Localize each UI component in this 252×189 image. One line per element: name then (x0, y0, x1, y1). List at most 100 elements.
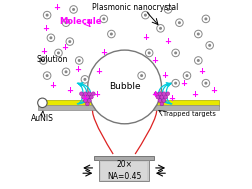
Circle shape (47, 34, 54, 42)
Circle shape (83, 92, 87, 96)
Circle shape (91, 92, 95, 96)
Circle shape (157, 92, 161, 96)
Circle shape (85, 95, 89, 99)
Circle shape (87, 92, 91, 96)
Circle shape (204, 82, 207, 85)
Circle shape (196, 33, 199, 36)
Circle shape (39, 57, 47, 64)
Text: Plasmonic nanocrystal: Plasmonic nanocrystal (91, 3, 177, 12)
Circle shape (173, 51, 176, 54)
Circle shape (153, 92, 157, 96)
Circle shape (207, 44, 210, 47)
Bar (101, 162, 147, 180)
Circle shape (143, 14, 146, 17)
Text: +: + (141, 33, 148, 42)
Circle shape (66, 38, 73, 45)
FancyBboxPatch shape (99, 160, 149, 181)
Circle shape (83, 99, 87, 102)
Circle shape (166, 8, 169, 11)
Text: +: + (198, 67, 205, 76)
Bar (94, 156, 153, 160)
Text: +: + (74, 65, 81, 74)
Circle shape (43, 11, 51, 19)
Circle shape (85, 102, 89, 106)
Text: +: + (94, 67, 101, 76)
Text: +: + (85, 18, 92, 27)
Text: +: + (179, 79, 186, 88)
Text: +: + (81, 94, 88, 103)
Text: Trapped targets: Trapped targets (163, 111, 215, 117)
Circle shape (64, 70, 67, 73)
Circle shape (45, 74, 48, 77)
Circle shape (163, 95, 167, 99)
Circle shape (161, 92, 165, 96)
Text: +: + (209, 86, 216, 95)
Bar (38, 100, 218, 106)
Circle shape (75, 57, 83, 64)
Circle shape (194, 57, 201, 64)
Circle shape (147, 51, 150, 54)
Circle shape (57, 51, 60, 54)
Circle shape (156, 25, 164, 32)
Circle shape (81, 95, 85, 99)
Text: Molecule: Molecule (59, 17, 101, 26)
Circle shape (100, 15, 107, 23)
Circle shape (185, 74, 188, 77)
Circle shape (173, 82, 176, 85)
Text: +: + (40, 46, 47, 56)
Circle shape (89, 95, 93, 99)
Text: Solution: Solution (37, 55, 68, 64)
Circle shape (171, 79, 179, 87)
Circle shape (157, 99, 161, 102)
Circle shape (140, 74, 143, 77)
Circle shape (201, 15, 209, 23)
Circle shape (102, 17, 105, 20)
Text: +: + (60, 43, 67, 52)
Text: +: + (92, 90, 99, 99)
Circle shape (145, 49, 152, 57)
Text: Bubble: Bubble (108, 82, 140, 91)
Circle shape (45, 14, 48, 17)
Circle shape (42, 59, 45, 62)
Text: +: + (168, 94, 175, 103)
Circle shape (83, 78, 86, 81)
Circle shape (49, 36, 52, 39)
Bar (38, 105, 218, 110)
Circle shape (54, 49, 62, 57)
Circle shape (79, 92, 83, 96)
Text: +: + (151, 56, 158, 65)
Circle shape (201, 79, 209, 87)
Circle shape (155, 95, 159, 99)
Circle shape (77, 59, 80, 62)
Circle shape (62, 19, 70, 26)
Text: +: + (66, 86, 73, 95)
Circle shape (204, 17, 207, 20)
Circle shape (87, 99, 91, 102)
Circle shape (196, 59, 199, 62)
Circle shape (38, 98, 47, 108)
Text: AuNIS: AuNIS (31, 114, 54, 123)
Circle shape (141, 11, 149, 19)
Circle shape (137, 72, 145, 79)
Circle shape (159, 102, 163, 106)
Circle shape (177, 21, 180, 24)
Circle shape (182, 72, 190, 79)
Text: +: + (42, 24, 49, 33)
Text: +: + (190, 90, 197, 99)
Circle shape (158, 27, 161, 30)
Circle shape (109, 33, 112, 36)
Circle shape (107, 30, 115, 38)
Circle shape (205, 42, 213, 49)
Text: +: + (49, 81, 56, 90)
Circle shape (165, 92, 169, 96)
Circle shape (164, 6, 171, 13)
Text: 20×
NA=0.45: 20× NA=0.45 (107, 160, 141, 181)
Circle shape (81, 76, 88, 83)
Circle shape (72, 8, 75, 11)
Text: +: + (164, 37, 171, 46)
Text: +: + (53, 3, 60, 12)
Circle shape (62, 68, 70, 76)
Circle shape (68, 40, 71, 43)
Circle shape (194, 30, 201, 38)
Circle shape (70, 6, 77, 13)
